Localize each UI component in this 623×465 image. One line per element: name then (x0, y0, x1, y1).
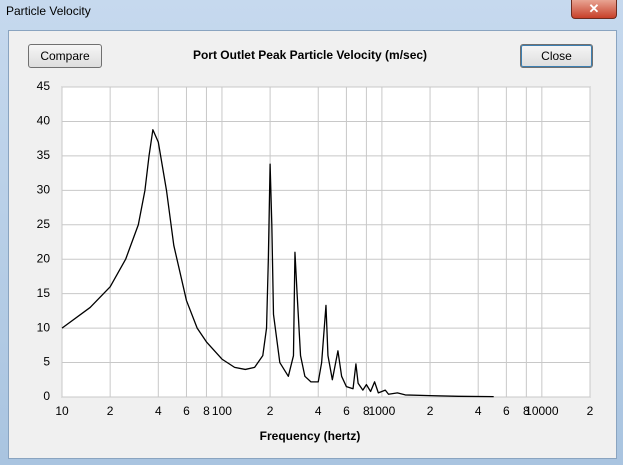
y-tick-label: 40 (37, 114, 51, 128)
x-tick-label: 1000 (369, 404, 396, 418)
y-tick-label: 0 (43, 389, 50, 403)
x-tick-label: 8 (363, 404, 370, 418)
x-tick-label: 4 (315, 404, 322, 418)
y-tick-label: 15 (37, 286, 51, 300)
window-title: Particle Velocity (6, 4, 91, 18)
x-tick-label: 2 (427, 404, 434, 418)
y-tick-label: 45 (37, 79, 51, 93)
x-tick-label: 4 (475, 404, 482, 418)
x-tick-label: 2 (107, 404, 114, 418)
x-axis-label: Frequency (hertz) (260, 429, 361, 443)
y-tick-label: 30 (37, 183, 51, 197)
plot-area (61, 86, 591, 398)
x-tick-label: 10 (55, 404, 69, 418)
y-tick-label: 35 (37, 148, 51, 162)
x-tick-label: 6 (343, 404, 350, 418)
x-tick-label: 8 (523, 404, 530, 418)
x-tick-label: 10000 (525, 404, 559, 418)
x-tick-label: 4 (155, 404, 162, 418)
x-tick-label: 100 (212, 404, 232, 418)
data-line (61, 129, 494, 398)
y-tick-label: 20 (37, 251, 51, 265)
window-close[interactable]: ✕ (571, 0, 617, 19)
x-tick-label: 8 (203, 404, 210, 418)
y-tick-label: 25 (37, 217, 51, 231)
y-tick-label: 5 (43, 355, 50, 369)
x-tick-label: 6 (503, 404, 510, 418)
compare-button[interactable]: Compare (28, 44, 102, 68)
x-tick-label: 2 (267, 404, 274, 418)
chart-title: Port Outlet Peak Particle Velocity (m/se… (193, 48, 427, 62)
x-tick-label: 6 (183, 404, 190, 418)
close-button[interactable]: Close (520, 44, 593, 68)
x-tick-label: 2 (587, 404, 594, 418)
y-tick-label: 10 (37, 320, 51, 334)
